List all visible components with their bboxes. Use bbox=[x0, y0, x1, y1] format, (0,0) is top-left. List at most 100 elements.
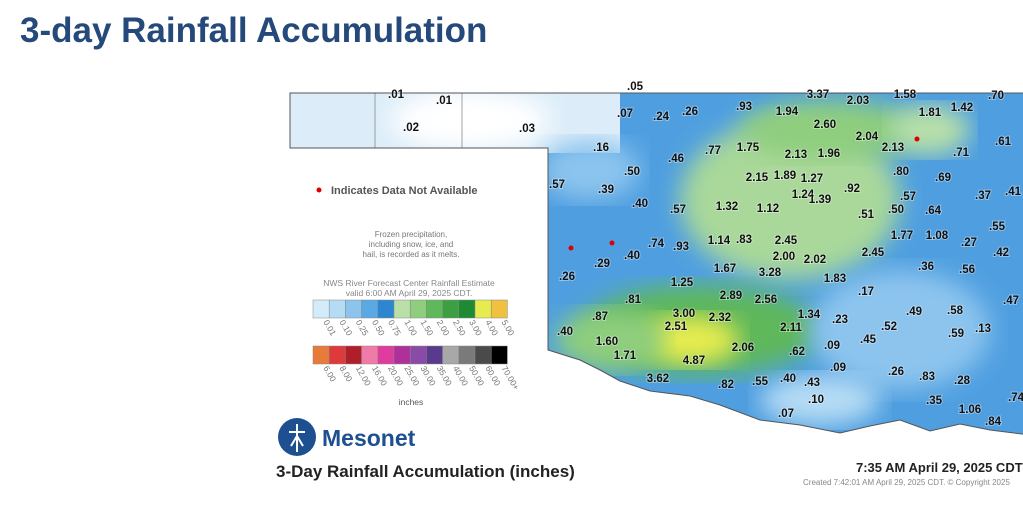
station-value: .05 bbox=[627, 81, 644, 93]
missing-dot bbox=[609, 240, 615, 246]
station-value: 1.12 bbox=[757, 203, 779, 215]
legend-label: 70.00+ bbox=[500, 364, 522, 392]
station-value: .57 bbox=[549, 179, 565, 191]
station-value: 2.89 bbox=[720, 290, 742, 302]
caption: 3-Day Rainfall Accumulation (inches) bbox=[276, 462, 575, 481]
station-value: 2.06 bbox=[732, 342, 754, 354]
frozen-line: Frozen precipitation, bbox=[375, 230, 447, 239]
legend-swatch bbox=[426, 299, 443, 319]
station-value: 3.37 bbox=[807, 89, 829, 101]
station-value: .36 bbox=[918, 261, 934, 273]
legend-label: 5.00 bbox=[500, 318, 517, 338]
station-value: 2.60 bbox=[814, 119, 836, 131]
station-value: 1.58 bbox=[894, 89, 917, 101]
station-value: .01 bbox=[388, 89, 405, 101]
station-value: 1.42 bbox=[951, 102, 973, 114]
legend-label: 0.50 bbox=[370, 318, 387, 338]
station-value: .47 bbox=[1003, 295, 1019, 307]
station-value: .71 bbox=[953, 147, 970, 159]
station-value: 2.00 bbox=[773, 251, 795, 263]
station-value: 3.00 bbox=[673, 308, 695, 320]
station-value: .92 bbox=[844, 183, 860, 195]
station-value: .50 bbox=[888, 204, 904, 216]
station-values: .05 .01 .01 .02 .03 .07 .24 .26 .93 3.37 1.94 2.03 1… bbox=[387, 80, 1023, 429]
station-value: .56 bbox=[959, 264, 975, 276]
station-value: .37 bbox=[975, 190, 991, 202]
legend-swatch bbox=[345, 299, 362, 319]
station-value: .02 bbox=[403, 122, 419, 134]
station-value: 1.08 bbox=[926, 230, 949, 242]
station-value: .57 bbox=[670, 204, 686, 216]
station-value: .74 bbox=[648, 238, 665, 250]
station-value: .50 bbox=[624, 166, 640, 178]
created: Created 7:42:01 AM April 29, 2025 CDT. ©… bbox=[803, 478, 1010, 487]
station-value: .42 bbox=[993, 247, 1009, 259]
legend-swatch bbox=[328, 299, 346, 319]
legend-swatch bbox=[361, 299, 379, 319]
legend-swatch bbox=[312, 345, 330, 365]
legend-swatch bbox=[490, 299, 508, 319]
legend-label: 16.00 bbox=[370, 364, 389, 388]
station-value: 3.28 bbox=[759, 267, 782, 279]
station-value: .46 bbox=[668, 153, 684, 165]
station-value: .26 bbox=[559, 271, 575, 283]
legend-swatch bbox=[474, 299, 492, 319]
station-value: 2.11 bbox=[780, 322, 802, 334]
legend-label: 60.00 bbox=[483, 364, 502, 388]
source-line: NWS River Forecast Center Rainfall Estim… bbox=[323, 278, 495, 288]
station-value: .40 bbox=[780, 373, 796, 385]
station-value: 2.15 bbox=[746, 172, 769, 184]
station-value: 2.45 bbox=[775, 235, 798, 247]
station-value: 1.32 bbox=[716, 201, 738, 213]
legend-label: 6.00 bbox=[321, 364, 338, 384]
station-value: .43 bbox=[804, 377, 820, 389]
legend-label: 4.00 bbox=[483, 318, 500, 338]
station-value: 2.02 bbox=[804, 254, 826, 266]
legend-swatch bbox=[345, 345, 362, 365]
title: 3-day Rainfall Accumulation bbox=[20, 11, 487, 50]
station-value: .03 bbox=[519, 123, 535, 135]
station-value: .26 bbox=[682, 106, 698, 118]
legend-label: 1.50 bbox=[419, 318, 436, 338]
station-value: .40 bbox=[632, 198, 648, 210]
legend-swatch bbox=[312, 299, 330, 319]
station-value: .35 bbox=[926, 395, 943, 407]
station-value: .84 bbox=[985, 416, 1002, 428]
legend-swatch bbox=[474, 345, 492, 365]
station-value: .69 bbox=[935, 172, 951, 184]
legend-label: 35.00 bbox=[435, 364, 454, 388]
station-value: 1.94 bbox=[776, 106, 799, 118]
legend-swatch bbox=[490, 345, 508, 365]
missing-dot bbox=[316, 187, 322, 193]
legend-swatch bbox=[377, 345, 395, 365]
station-value: .87 bbox=[592, 311, 608, 323]
station-value: .93 bbox=[736, 101, 752, 113]
station-value: .28 bbox=[954, 375, 971, 387]
legend: 0.01 0.10 0.25 0.50 0.75 1.00 1.50 2.00 2.50 3.00… bbox=[312, 299, 522, 392]
station-value: 2.04 bbox=[856, 131, 879, 143]
station-value: .27 bbox=[961, 237, 977, 249]
station-value: .01 bbox=[436, 95, 453, 107]
station-value: .51 bbox=[858, 209, 875, 221]
station-value: .09 bbox=[824, 340, 840, 352]
station-value: .83 bbox=[736, 234, 752, 246]
station-value: 1.77 bbox=[891, 230, 913, 242]
station-value: .81 bbox=[625, 294, 642, 306]
station-value: .70 bbox=[988, 90, 1004, 102]
station-value: 1.34 bbox=[798, 309, 821, 321]
station-value: .55 bbox=[989, 221, 1006, 233]
legend-label: 0.25 bbox=[354, 318, 371, 338]
source-line: valid 6:00 AM April 29, 2025 CDT. bbox=[346, 288, 473, 298]
station-value: .74 bbox=[1008, 392, 1023, 404]
station-value: 1.27 bbox=[801, 173, 823, 185]
station-value: 1.24 bbox=[792, 189, 815, 201]
legend-label: 2.50 bbox=[451, 318, 468, 338]
station-value: 1.75 bbox=[737, 142, 760, 154]
rain-map bbox=[290, 93, 1023, 435]
station-value: .64 bbox=[925, 205, 942, 217]
station-value: .10 bbox=[808, 394, 824, 406]
station-value: .49 bbox=[906, 306, 922, 318]
station-value: .52 bbox=[881, 321, 897, 333]
legend-swatch bbox=[361, 345, 379, 365]
station-value: .80 bbox=[893, 166, 909, 178]
